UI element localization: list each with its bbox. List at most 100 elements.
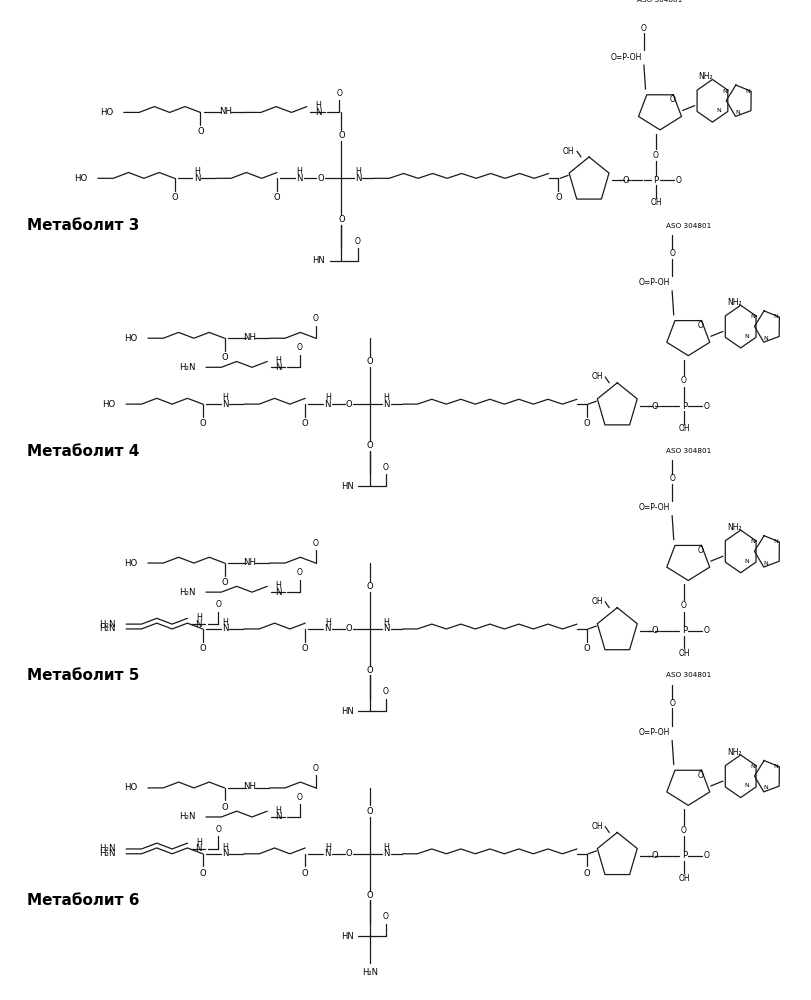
Text: P: P [680,851,686,860]
Text: NH₂: NH₂ [726,748,740,757]
Text: H₂N: H₂N [99,844,115,853]
Text: N: N [762,561,767,566]
Text: H: H [222,843,228,852]
Text: O: O [337,131,345,140]
Text: O: O [345,400,352,409]
Text: O: O [296,568,303,577]
Text: HN: HN [341,707,353,716]
Text: O=P-OH: O=P-OH [610,53,641,62]
Text: P: P [653,176,658,185]
Text: OH: OH [677,649,689,658]
Text: O: O [366,441,372,450]
Text: H: H [384,393,389,402]
Text: N: N [762,785,767,790]
Text: H₂N: H₂N [178,363,195,372]
Text: N: N [749,314,754,319]
Text: O: O [650,626,657,635]
Text: N: N [324,624,331,633]
Text: O: O [668,249,674,258]
Text: H: H [222,618,228,627]
Text: O: O [345,849,352,858]
Text: H₂N: H₂N [361,968,377,977]
Text: N: N [222,400,229,409]
Text: N: N [749,539,754,544]
Text: O: O [668,474,674,483]
Text: O=P-OH: O=P-OH [638,728,669,737]
Text: O: O [640,24,646,33]
Text: HO: HO [100,108,113,117]
Text: NH₂: NH₂ [726,523,740,532]
Text: NH₂: NH₂ [697,72,712,81]
Text: H₂N: H₂N [178,588,195,597]
Text: N: N [383,400,389,409]
Text: O: O [312,539,318,548]
Text: H: H [195,838,201,847]
Text: H: H [296,167,303,176]
Text: O: O [697,546,703,555]
Text: O: O [317,174,324,183]
Text: OH: OH [677,424,689,433]
Text: O: O [582,644,590,653]
Text: ASO 304801: ASO 304801 [665,223,710,229]
Text: O: O [337,215,345,224]
Text: O: O [675,176,680,185]
Text: O: O [197,127,204,136]
Text: O: O [296,343,303,352]
Text: HO: HO [74,174,88,183]
Text: H₂N: H₂N [99,849,115,858]
Text: H: H [194,167,200,176]
Text: N: N [744,89,749,94]
Text: OH: OH [590,597,602,606]
Text: O: O [296,793,303,802]
Text: HO: HO [124,783,137,792]
Text: HO: HO [124,334,137,343]
Text: N: N [195,620,202,629]
Text: OH: OH [562,147,574,156]
Text: NH: NH [242,782,255,791]
Text: O: O [650,851,657,860]
Text: H: H [275,581,281,590]
Text: ASO 304801: ASO 304801 [665,672,710,678]
Text: Метаболит 6: Метаболит 6 [27,893,139,908]
Text: H: H [275,356,281,365]
Text: N: N [773,539,778,544]
Text: O: O [345,624,352,633]
Text: O=P-OH: O=P-OH [638,278,669,287]
Text: O: O [697,321,703,330]
Text: H: H [324,393,330,402]
Text: H: H [195,613,201,622]
Text: H₂N: H₂N [99,620,115,629]
Text: N: N [275,363,281,372]
Text: H: H [222,393,228,402]
Text: O: O [273,193,280,202]
Text: H₂N: H₂N [178,812,195,821]
Text: N: N [715,108,720,113]
Text: N: N [296,174,303,183]
Text: O: O [221,353,228,362]
Text: NH: NH [242,558,255,567]
Text: N: N [734,110,739,115]
Text: N: N [773,764,778,769]
Text: N: N [315,108,321,117]
Text: NH₂: NH₂ [726,298,740,307]
Text: O: O [697,771,703,780]
Text: N: N [324,400,331,409]
Text: O: O [651,151,658,160]
Text: H: H [275,806,281,815]
Text: O: O [200,419,206,428]
Text: N: N [195,844,202,853]
Text: O: O [703,626,709,635]
Text: O: O [366,666,372,675]
Text: H: H [384,843,389,852]
Text: H: H [324,618,330,627]
Text: O: O [383,687,388,696]
Text: O: O [302,869,308,878]
Text: O: O [366,357,372,366]
Text: Метаболит 4: Метаболит 4 [27,444,139,459]
Text: O: O [215,825,221,834]
Text: O: O [383,463,388,472]
Text: N: N [383,624,389,633]
Text: HO: HO [124,559,137,568]
Text: N: N [762,336,767,341]
Text: N: N [721,89,726,94]
